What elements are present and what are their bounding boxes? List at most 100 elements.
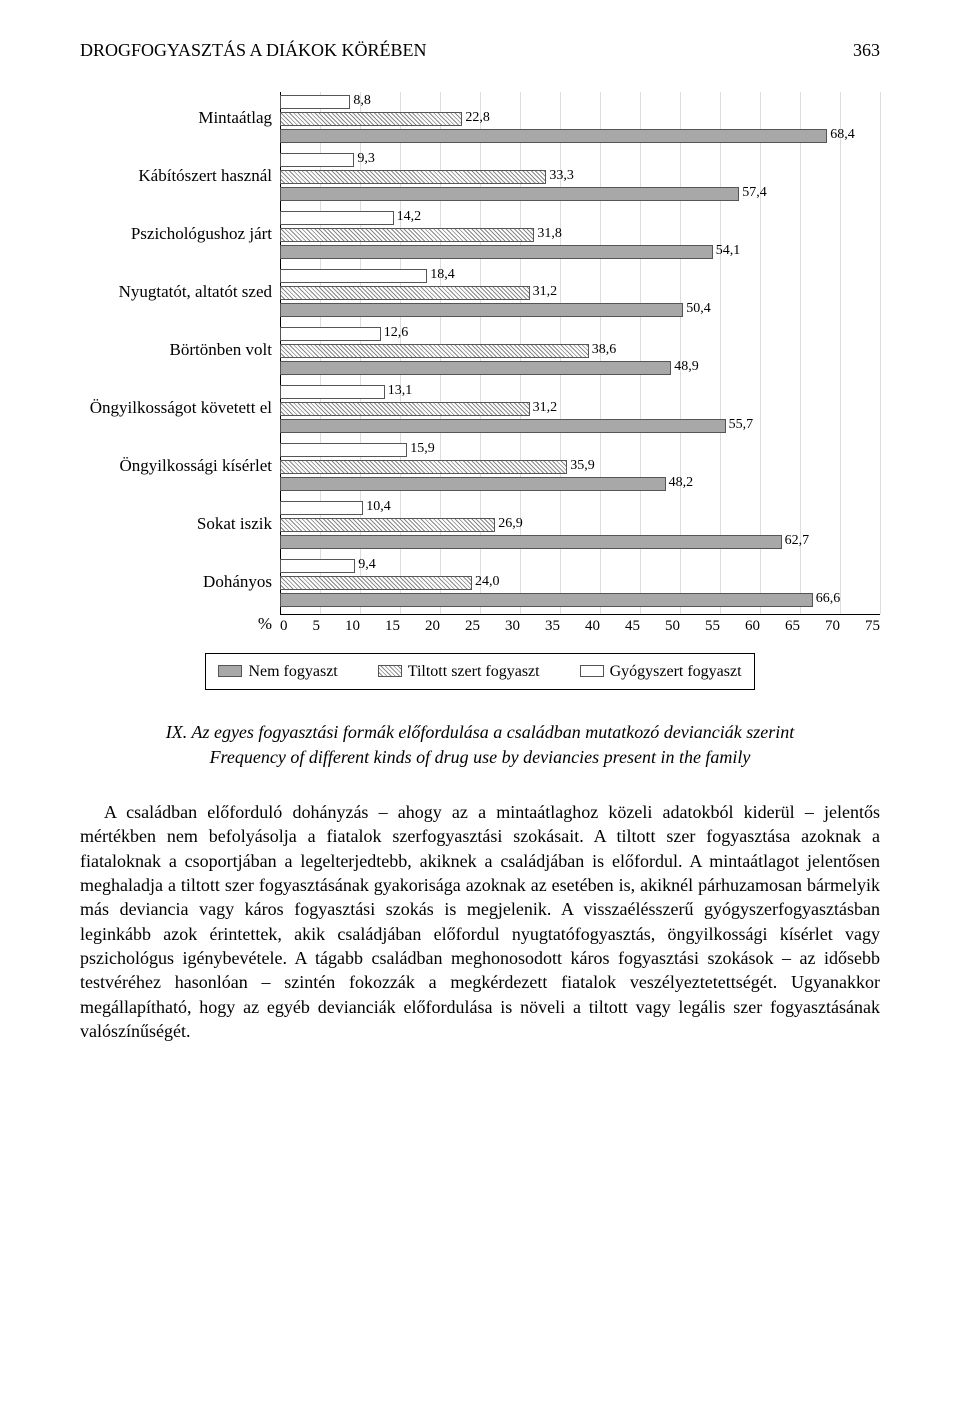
bar-value: 33,3 bbox=[549, 168, 574, 185]
legend-label: Tiltott szert fogyaszt bbox=[408, 662, 540, 681]
paragraph: A családban előforduló dohányzás – ahogy… bbox=[80, 800, 880, 1043]
x-tick: 45 bbox=[625, 617, 640, 635]
category-label: Öngyilkosságot követett el bbox=[80, 398, 280, 418]
bar-value: 55,7 bbox=[729, 417, 754, 434]
bar-solid bbox=[280, 361, 671, 375]
chart-row: Sokat iszik 10,4 26,9 62,7 bbox=[80, 498, 880, 552]
x-tick: 40 bbox=[585, 617, 600, 635]
x-tick: 50 bbox=[665, 617, 680, 635]
chart-row: Börtönben volt12,638,648,9 bbox=[80, 324, 880, 378]
category-label: Kábítószert használ bbox=[80, 166, 280, 186]
bar-value: 35,9 bbox=[570, 458, 595, 475]
bar-white bbox=[280, 95, 350, 109]
bar-value: 26,9 bbox=[498, 516, 523, 533]
chart-row: Pszichológushoz járt 14,2 31,8 54,1 bbox=[80, 208, 880, 262]
chart-row: Öngyilkossági kísérlet15,935,948,2 bbox=[80, 440, 880, 494]
bar-white bbox=[280, 443, 407, 457]
category-label: Pszichológushoz járt bbox=[80, 224, 280, 244]
x-tick: 60 bbox=[745, 617, 760, 635]
bar-solid bbox=[280, 245, 713, 259]
bar-value: 62,7 bbox=[785, 533, 810, 550]
bar-white bbox=[280, 501, 363, 515]
bar-value: 57,4 bbox=[742, 185, 767, 202]
chart-row: Kábítószert használ 9,3 33,3 57,4 bbox=[80, 150, 880, 204]
category-label: Börtönben volt bbox=[80, 340, 280, 360]
bar-white bbox=[280, 559, 355, 573]
bar-hatched bbox=[280, 460, 567, 474]
x-axis-unit: % bbox=[80, 614, 280, 635]
x-tick: 15 bbox=[385, 617, 400, 635]
bar-solid bbox=[280, 477, 666, 491]
bar-solid bbox=[280, 303, 683, 317]
legend-swatch bbox=[580, 665, 604, 677]
bar-hatched bbox=[280, 112, 462, 126]
x-tick: 70 bbox=[825, 617, 840, 635]
bar-value: 31,2 bbox=[533, 284, 558, 301]
x-tick: 0 bbox=[280, 617, 288, 635]
legend-label: Nem fogyaszt bbox=[248, 662, 337, 681]
x-tick: 5 bbox=[313, 617, 321, 635]
x-axis-ticks: 051015202530354045505560657075 bbox=[280, 614, 880, 635]
category-label: Sokat iszik bbox=[80, 514, 280, 534]
bar-hatched bbox=[280, 344, 589, 358]
body-text: A családban előforduló dohányzás – ahogy… bbox=[80, 800, 880, 1043]
bar-value: 18,4 bbox=[430, 267, 455, 284]
bar-white bbox=[280, 327, 381, 341]
x-tick: 30 bbox=[505, 617, 520, 635]
page-number: 363 bbox=[853, 40, 880, 62]
legend-label: Gyógyszert fogyaszt bbox=[610, 662, 742, 681]
bar-value: 54,1 bbox=[716, 243, 741, 260]
bar-value: 9,4 bbox=[358, 557, 376, 574]
legend: Nem fogyaszt Tiltott szert fogyaszt Gyógys… bbox=[205, 653, 754, 690]
bar-value: 31,2 bbox=[533, 400, 558, 417]
figure-caption: IX. Az egyes fogyasztási formák előfordu… bbox=[80, 720, 880, 770]
bar-value: 8,8 bbox=[353, 93, 371, 110]
chart-row: Öngyilkosságot követett el 13,1 31,2 55,7 bbox=[80, 382, 880, 436]
bar-hatched bbox=[280, 170, 546, 184]
x-tick: 55 bbox=[705, 617, 720, 635]
bar-hatched bbox=[280, 576, 472, 590]
bar-solid bbox=[280, 535, 782, 549]
page-header: DROGFOGYASZTÁS A DIÁKOK KÖRÉBEN 363 bbox=[80, 40, 880, 62]
category-label: Mintaátlag bbox=[80, 108, 280, 128]
chart-row: Mintaátlag 8,8 22,8 68,4 bbox=[80, 92, 880, 146]
legend-swatch bbox=[218, 665, 242, 677]
bar-hatched bbox=[280, 402, 530, 416]
bar-solid bbox=[280, 129, 827, 143]
x-tick: 75 bbox=[865, 617, 880, 635]
bar-value: 10,4 bbox=[366, 499, 391, 516]
x-tick: 35 bbox=[545, 617, 560, 635]
running-title: DROGFOGYASZTÁS A DIÁKOK KÖRÉBEN bbox=[80, 40, 427, 62]
bar-value: 31,8 bbox=[537, 226, 562, 243]
bar-white bbox=[280, 385, 385, 399]
legend-item: Gyógyszert fogyaszt bbox=[580, 662, 742, 681]
bar-value: 9,3 bbox=[357, 151, 375, 168]
caption-line1: Az egyes fogyasztási formák előfordulása… bbox=[191, 722, 794, 742]
bar-hatched bbox=[280, 286, 530, 300]
category-label: Dohányos bbox=[80, 572, 280, 592]
bar-value: 15,9 bbox=[410, 441, 435, 458]
chart-row: Nyugtatót, altatót szed 18,4 31,2 50,4 bbox=[80, 266, 880, 320]
category-label: Nyugtatót, altatót szed bbox=[80, 282, 280, 302]
legend-item: Tiltott szert fogyaszt bbox=[378, 662, 540, 681]
bar-value: 50,4 bbox=[686, 301, 711, 318]
caption-number: IX. bbox=[166, 722, 188, 742]
caption-line2: Frequency of different kinds of drug use… bbox=[210, 747, 751, 767]
chart-row: Dohányos9,424,066,6 bbox=[80, 556, 880, 610]
bar-hatched bbox=[280, 518, 495, 532]
bar-white bbox=[280, 211, 394, 225]
bar-solid bbox=[280, 187, 739, 201]
bar-value: 14,2 bbox=[397, 209, 422, 226]
bar-value: 24,0 bbox=[475, 574, 500, 591]
bar-white bbox=[280, 153, 354, 167]
bar-hatched bbox=[280, 228, 534, 242]
bar-value: 68,4 bbox=[830, 127, 855, 144]
legend-item: Nem fogyaszt bbox=[218, 662, 337, 681]
x-tick: 10 bbox=[345, 617, 360, 635]
bar-value: 48,9 bbox=[674, 359, 699, 376]
x-tick: 25 bbox=[465, 617, 480, 635]
legend-swatch bbox=[378, 665, 402, 677]
bar-value: 13,1 bbox=[388, 383, 413, 400]
bar-chart: Mintaátlag 8,8 22,8 68,4 Kábítószert használ… bbox=[80, 92, 880, 635]
bar-value: 22,8 bbox=[465, 110, 490, 127]
